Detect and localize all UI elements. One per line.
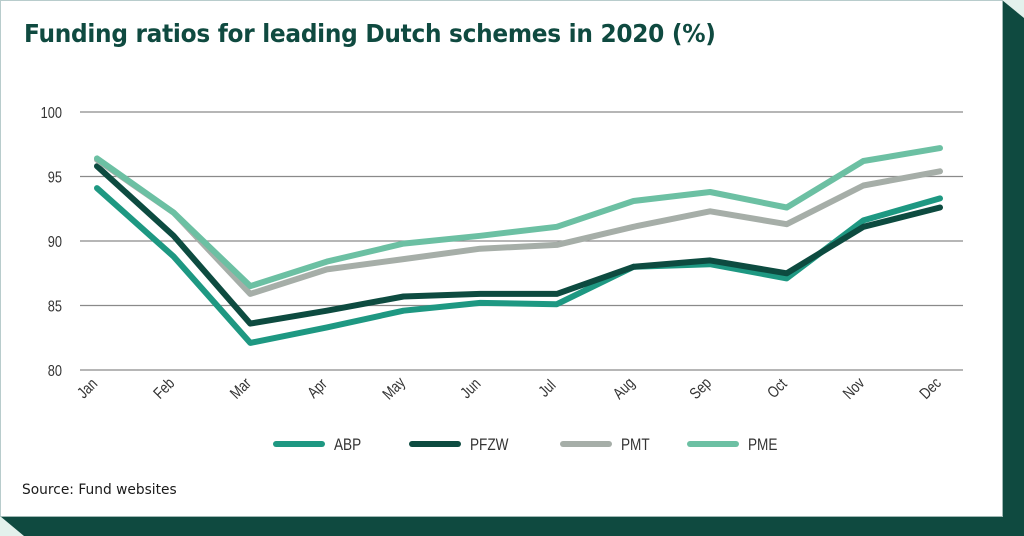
frame-shadow-bottom	[0, 516, 1024, 536]
series-line-pme	[94, 145, 943, 290]
x-tick-label: May	[380, 374, 410, 404]
series-line-pmt	[94, 156, 943, 297]
y-tick-label: 90	[48, 234, 62, 252]
y-tick-label: 100	[41, 105, 62, 123]
x-tick-label: Aug	[610, 375, 639, 404]
legend-label-pmt: PMT	[621, 436, 650, 455]
x-tick-label: Jul	[536, 377, 560, 401]
x-tick-label: Jan	[74, 375, 101, 402]
y-axis-ticks: 80 85 90 95 100	[41, 105, 62, 381]
series-line-pfzw	[94, 163, 943, 327]
legend-label-abp: ABP	[334, 436, 361, 455]
x-tick-label: Apr	[305, 375, 332, 402]
x-tick-label: Sep	[687, 375, 716, 404]
y-tick-label: 95	[48, 169, 62, 187]
x-tick-label: Oct	[764, 376, 791, 403]
y-tick-label: 80	[48, 363, 62, 381]
x-tick-label: Mar	[227, 375, 255, 403]
y-tick-label: 85	[48, 298, 62, 316]
legend-label-pme: PME	[748, 436, 777, 455]
chart-card: Funding ratios for leading Dutch schemes…	[0, 0, 1003, 517]
gridlines	[80, 111, 963, 371]
x-tick-label: Nov	[840, 374, 869, 403]
source-note: Source: Fund websites	[22, 482, 177, 498]
x-axis-ticks: Jan Feb Mar Apr May Jun Jul Aug Sep Oct Nov Dec	[74, 374, 945, 404]
x-tick-label: Jun	[458, 375, 485, 402]
series-lines	[94, 145, 943, 346]
legend: ABP PFZW PMT PME	[273, 436, 777, 455]
frame-shadow-right	[1002, 0, 1024, 536]
x-tick-label: Feb	[150, 375, 178, 403]
legend-label-pfzw: PFZW	[470, 436, 509, 455]
chart-title: Funding ratios for leading Dutch schemes…	[24, 19, 716, 48]
x-tick-label: Dec	[917, 375, 946, 404]
